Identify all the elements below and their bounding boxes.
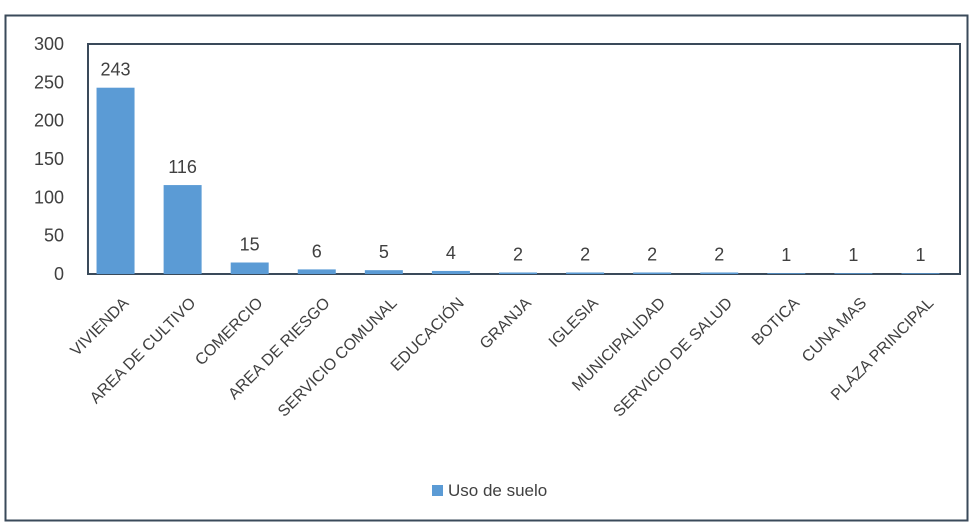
data-label: 1	[848, 245, 858, 265]
y-tick-label: 0	[54, 264, 64, 284]
data-label: 243	[101, 60, 131, 80]
bar	[633, 272, 672, 274]
y-tick-label: 50	[44, 226, 64, 246]
data-label: 5	[379, 242, 389, 262]
data-label: 6	[312, 241, 322, 261]
y-tick-label: 100	[34, 187, 64, 207]
bar	[499, 272, 537, 274]
bar	[767, 273, 806, 274]
bar	[163, 185, 202, 274]
data-label: 1	[915, 245, 925, 265]
bar	[431, 270, 470, 274]
y-tick-label: 200	[34, 111, 64, 131]
legend-label: Uso de suelo	[448, 481, 547, 500]
bar	[566, 272, 605, 274]
bar	[297, 269, 336, 274]
bar	[901, 273, 940, 274]
data-label: 15	[240, 235, 260, 255]
data-label: 2	[580, 244, 590, 264]
data-label: 1	[781, 245, 791, 265]
bar	[96, 87, 135, 274]
bar	[364, 270, 403, 274]
data-label: 116	[168, 157, 197, 177]
legend-swatch	[432, 485, 443, 496]
data-label: 2	[714, 244, 724, 264]
chart-border	[4, 14, 969, 522]
bar	[700, 272, 739, 274]
y-tick-label: 150	[34, 149, 64, 169]
y-tick-label: 300	[34, 34, 64, 54]
bar	[834, 273, 873, 274]
bar	[230, 262, 269, 274]
data-label: 4	[446, 243, 456, 263]
legend: Uso de suelo	[432, 481, 547, 500]
data-label: 2	[647, 244, 657, 264]
y-tick-label: 250	[34, 72, 64, 92]
data-label: 2	[513, 244, 523, 264]
